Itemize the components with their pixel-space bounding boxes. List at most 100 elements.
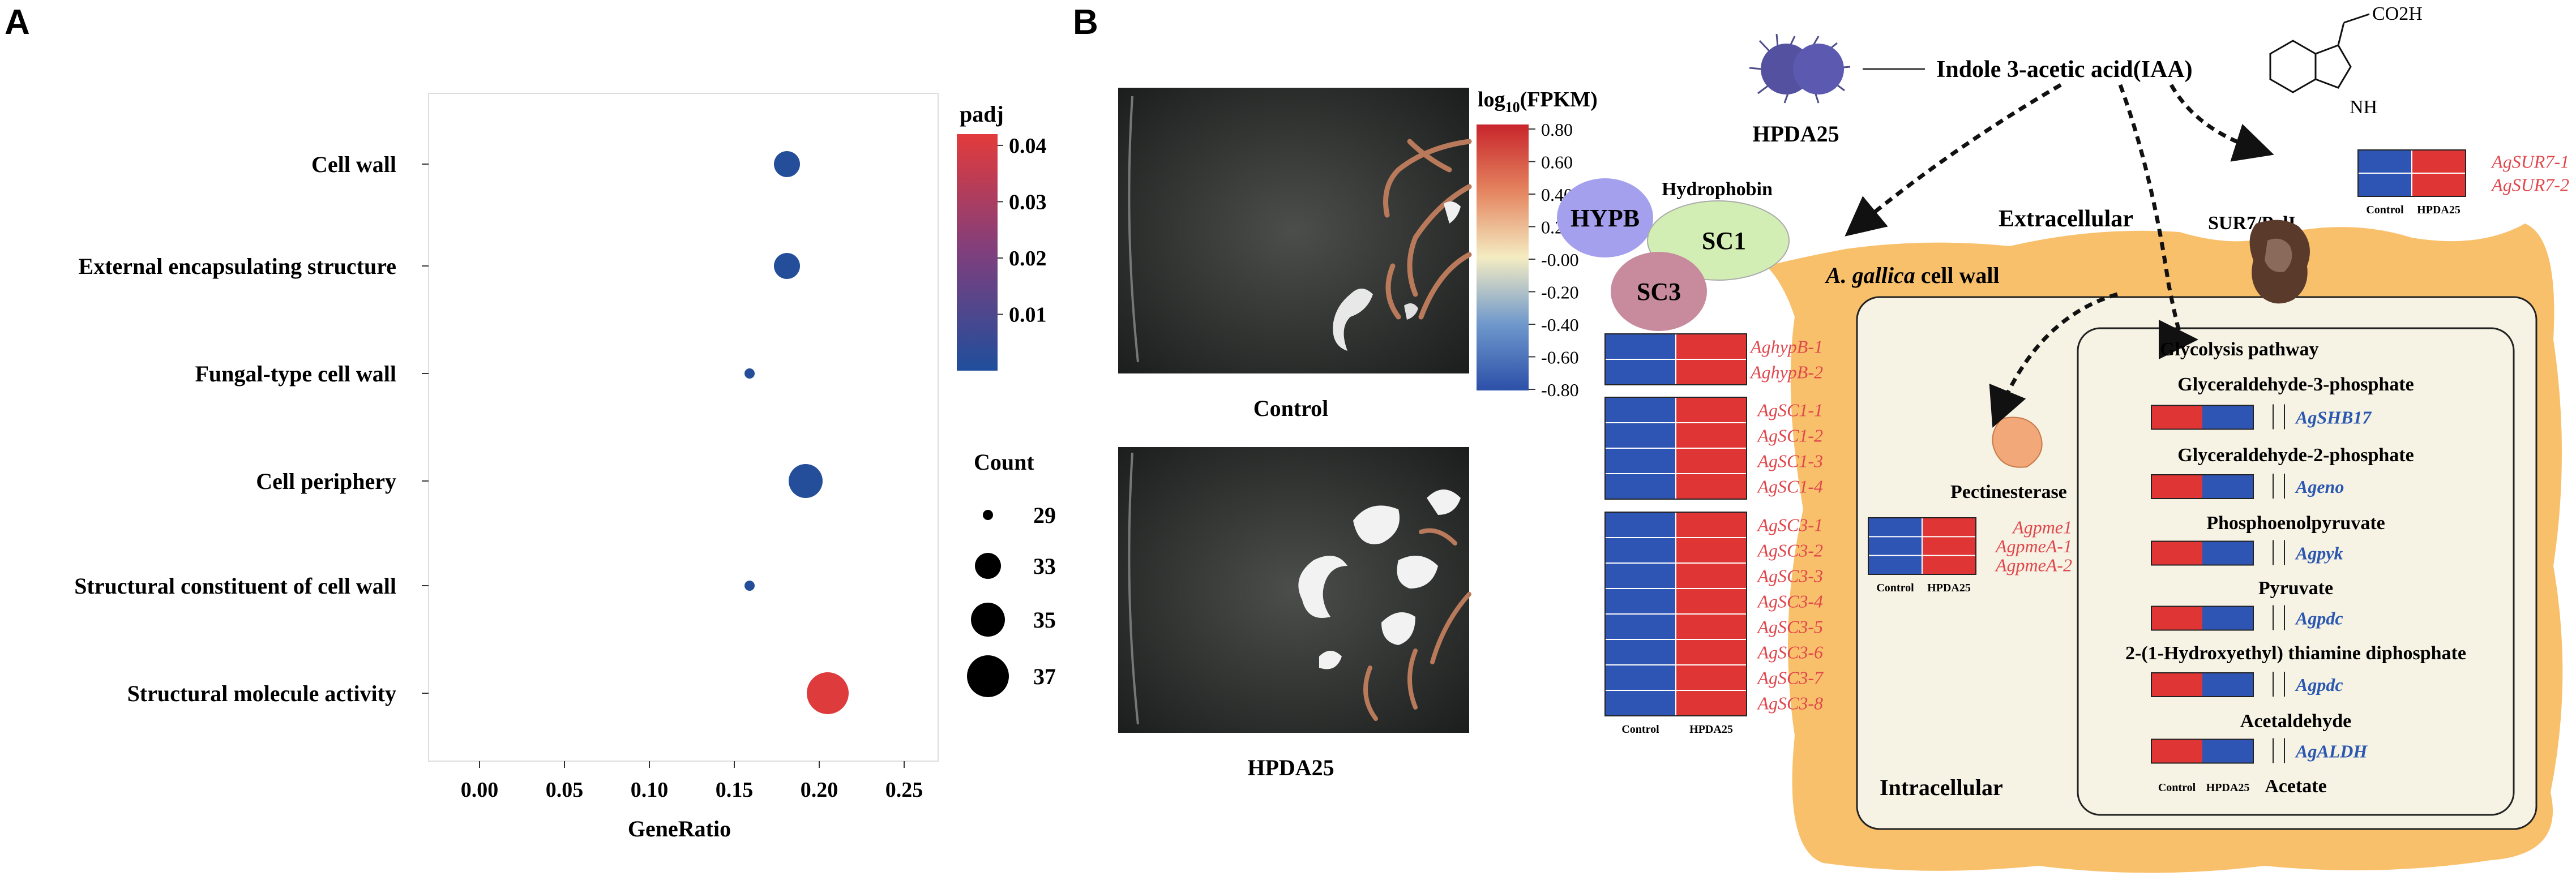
gene-label: AgSC3-7 <box>1756 668 1824 688</box>
panel-a-label: A <box>5 3 30 42</box>
y-tick-label: Structural molecule activity <box>127 681 396 706</box>
heat-legend: log10(FPKM) 0.800.600.400.20-0.00-0.20-0… <box>1477 88 1598 400</box>
heat-colorbar <box>1477 124 1529 390</box>
glycolysis-box <box>2077 327 2515 816</box>
padj-ticks: 0.01 0.02 0.03 0.04 <box>998 134 1047 327</box>
heat-tick-label: 0.80 <box>1541 119 1573 140</box>
extracellular-label: Extracellular <box>1999 206 2133 232</box>
padj-tick-label: 0.01 <box>1009 303 1047 327</box>
count-legend-label: 29 <box>1033 503 1056 528</box>
panel-b-label: B <box>1073 3 1098 42</box>
arrows <box>1845 83 2274 428</box>
gene-label: AghypB-1 <box>1749 337 1823 357</box>
pectinesterase-icon <box>1992 416 2043 468</box>
col-label-control: Control <box>2366 204 2404 216</box>
enzyme-label: Agpdc <box>2295 608 2343 629</box>
x-tick-label: 0.15 <box>716 778 754 802</box>
col-label-control: Control <box>1621 723 1659 736</box>
heat-tick-label: -0.80 <box>1541 380 1579 400</box>
gene-label: AgSC3-8 <box>1756 693 1823 714</box>
padj-legend-title: padj <box>960 101 1004 127</box>
gene-label: AgSC1-3 <box>1756 451 1823 471</box>
y-tick-label: Cell wall <box>311 152 396 177</box>
gene-label: AgSC3-5 <box>1756 617 1823 637</box>
heatmap: AghypB-1 AghypB-2 <box>1604 333 1823 385</box>
data-point <box>774 253 800 279</box>
heatmap: AgSUR7-1 AgSUR7-2 Control HPDA25 <box>2357 149 2569 216</box>
gene-label: AgSC1-4 <box>1756 476 1823 497</box>
sc3-protein <box>1611 252 1707 331</box>
metabolite-label: Phosphoenolpyruvate <box>2206 513 2385 534</box>
gene-label: AgSC3-4 <box>1756 591 1823 612</box>
data-point <box>774 151 800 177</box>
metabolite-label: Pyruvate <box>2258 578 2333 599</box>
gene-label: AghypB-2 <box>1749 362 1823 383</box>
gene-label: AgSC1-1 <box>1756 400 1823 420</box>
gene-label: AgpmeA-1 <box>1995 536 2072 556</box>
heat-tick-label: -0.20 <box>1541 282 1579 303</box>
y-tick-label: Fungal-type cell wall <box>195 361 396 386</box>
x-tick-label: 0.05 <box>546 778 584 802</box>
glycolysis-steps: Glyceraldehyde-3-phosphate Glyceraldehyde… <box>2125 374 2466 797</box>
x-tick-label: 0.20 <box>801 778 838 802</box>
count-legend-items: 29 33 35 37 <box>967 503 1056 697</box>
count-legend-dot <box>983 510 993 520</box>
bacteria-icon <box>1749 33 1851 104</box>
metabolite-label: Glyceraldehyde-3-phosphate <box>2177 374 2414 395</box>
count-legend: Count 29 33 35 37 <box>967 449 1056 697</box>
data-point <box>789 464 823 498</box>
enzyme-label: Agpyk <box>2295 543 2343 564</box>
count-legend-label: 33 <box>1033 553 1056 579</box>
count-legend-label: 35 <box>1033 607 1056 633</box>
col-label-treated: HPDA25 <box>1927 582 1971 594</box>
x-tick-label: 0.25 <box>885 778 923 802</box>
metabolite-label: 2-(1-Hydroxyethyl) thiamine diphosphate <box>2125 643 2466 664</box>
plot-area <box>428 93 939 762</box>
y-tick-label: External encapsulating structure <box>79 254 396 279</box>
metabolite-label: Glyceraldehyde-2-phosphate <box>2177 445 2414 466</box>
strain-label: HPDA25 <box>1752 121 1839 147</box>
padj-tick-label: 0.02 <box>1009 247 1047 270</box>
gene-label: AgSC3-6 <box>1756 642 1823 663</box>
x-tick-label: 0.00 <box>461 778 499 802</box>
cell-wall-label: A. gallica cell wall <box>1824 263 2000 288</box>
col-label-control: Control <box>1876 582 1914 594</box>
treated-photo <box>1118 447 1469 733</box>
col-label-control: Control <box>2158 781 2196 794</box>
heat-legend-title: log10(FPKM) <box>1478 88 1598 115</box>
sc3-label: SC3 <box>1637 278 1681 306</box>
gene-label: AgSC1-2 <box>1756 426 1823 446</box>
x-axis-ticks: 0.00 0.05 0.10 0.15 0.20 0.25 <box>461 761 923 802</box>
data-point <box>744 581 755 591</box>
enzyme-label: Agpdc <box>2295 675 2343 695</box>
intracellular-label: Intracellular <box>1880 775 2003 800</box>
x-tick-label: 0.10 <box>631 778 669 802</box>
padj-legend: padj 0.01 0.02 0.03 0.04 <box>957 101 1047 371</box>
enzyme-label: AgSHB17 <box>2295 407 2372 428</box>
glycolysis-title: Glycolysis pathway <box>2160 339 2319 360</box>
count-legend-dot <box>971 603 1005 637</box>
heat-tick-label: -0.60 <box>1541 347 1579 368</box>
heatmap: AgSC1-1 AgSC1-2 AgSC1-3 AgSC1-4 <box>1604 397 1823 500</box>
gene-label: AgSUR7-2 <box>2491 175 2569 195</box>
dot-plot: Cell wall External encapsulating structur… <box>74 93 939 841</box>
sc1-label: SC1 <box>1702 227 1746 255</box>
heat-legend-ticks: 0.800.600.400.20-0.00-0.20-0.40-0.60-0.8… <box>1529 119 1579 400</box>
iaa-nh-label: NH <box>2350 97 2377 118</box>
enzyme-label: AgALDH <box>2295 741 2368 762</box>
photo-control <box>1118 88 1472 373</box>
col-label-treated: HPDA25 <box>2417 204 2461 216</box>
data-points <box>744 151 849 714</box>
heat-tick-label: -0.00 <box>1541 250 1579 270</box>
gene-label: AgSC3-1 <box>1756 515 1823 535</box>
padj-tick-label: 0.04 <box>1009 134 1047 158</box>
photo-treated <box>1118 447 1471 733</box>
iaa-structure-icon <box>2269 13 2370 93</box>
padj-tick-label: 0.03 <box>1009 190 1047 214</box>
control-caption: Control <box>1253 396 1329 421</box>
gene-label: AgpmeA-2 <box>1995 555 2072 575</box>
count-legend-label: 37 <box>1033 664 1056 689</box>
treated-caption: HPDA25 <box>1247 755 1334 780</box>
